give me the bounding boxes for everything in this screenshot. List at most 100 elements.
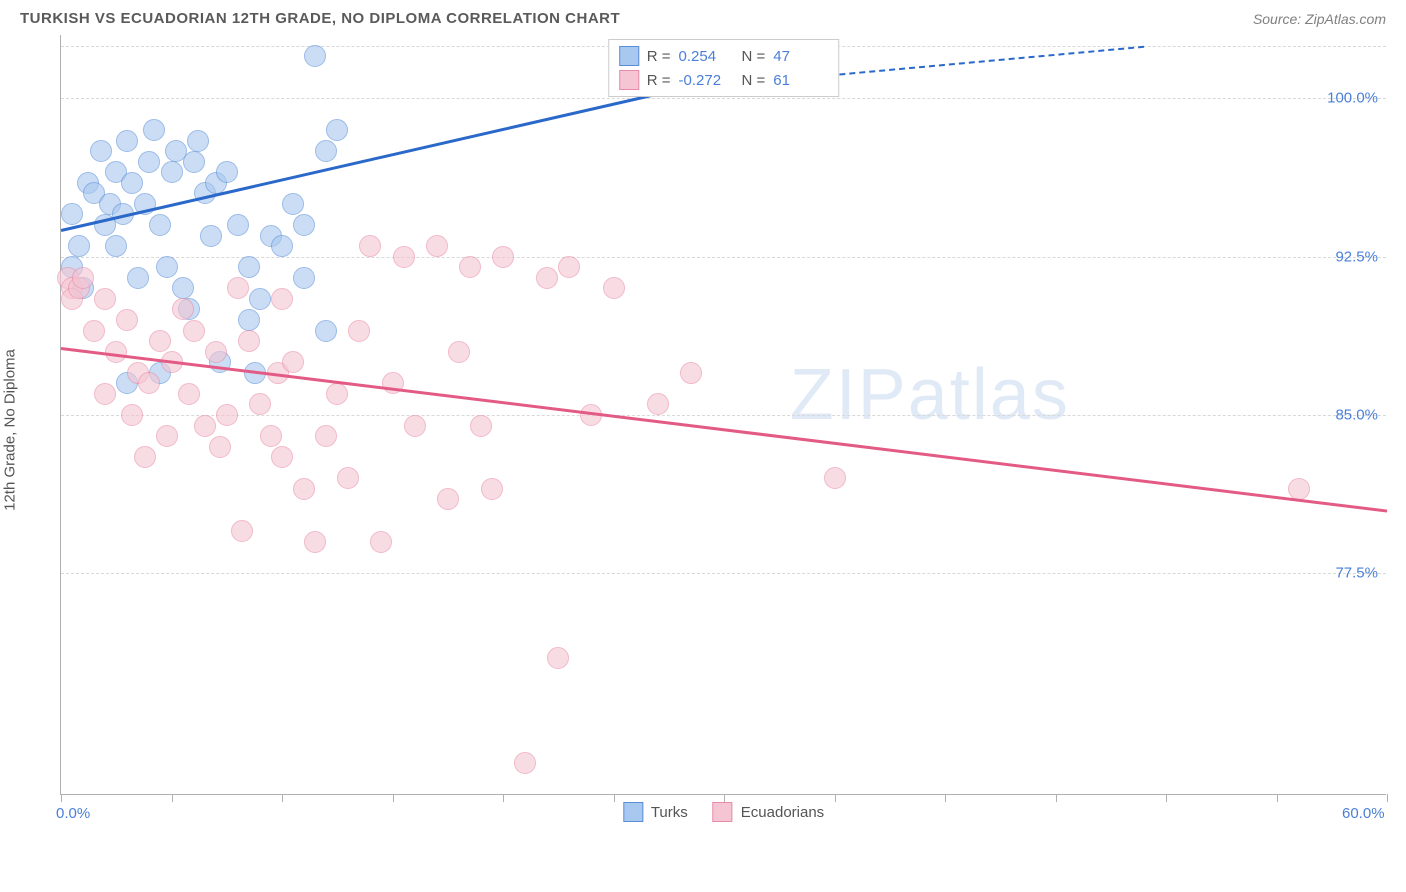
scatter-point	[293, 478, 315, 500]
scatter-point	[149, 330, 171, 352]
scatter-point	[72, 267, 94, 289]
scatter-point	[437, 488, 459, 510]
x-tick	[61, 794, 62, 802]
scatter-point	[238, 256, 260, 278]
scatter-point	[134, 446, 156, 468]
x-tick	[724, 794, 725, 802]
legend-n-value: 47	[773, 48, 828, 65]
x-tick	[282, 794, 283, 802]
scatter-point	[260, 425, 282, 447]
legend-n-value: 61	[773, 72, 828, 89]
legend-r-label: R =	[647, 72, 671, 89]
y-tick-label: 85.0%	[1335, 407, 1378, 424]
legend-label: Ecuadorians	[741, 804, 824, 821]
legend-label: Turks	[651, 804, 688, 821]
scatter-point	[121, 404, 143, 426]
scatter-point	[492, 246, 514, 268]
x-tick	[1387, 794, 1388, 802]
scatter-point	[359, 235, 381, 257]
gridline	[61, 98, 1386, 99]
scatter-point	[404, 415, 426, 437]
scatter-point	[514, 752, 536, 774]
bottom-legend-item: Turks	[623, 802, 688, 822]
stat-legend-row: R = 0.254 N = 47	[619, 44, 829, 68]
legend-r-label: R =	[647, 48, 671, 65]
scatter-point	[138, 151, 160, 173]
scatter-point	[326, 119, 348, 141]
legend-swatch	[619, 70, 639, 90]
y-tick-label: 77.5%	[1335, 565, 1378, 582]
x-tick-label: 60.0%	[1342, 805, 1385, 822]
trend-line	[61, 347, 1387, 512]
y-axis-label: 12th Grade, No Diploma	[2, 349, 19, 511]
scatter-point	[227, 214, 249, 236]
scatter-point	[315, 425, 337, 447]
scatter-point	[326, 383, 348, 405]
scatter-point	[249, 288, 271, 310]
scatter-point	[315, 140, 337, 162]
watermark: ZIPatlas	[790, 354, 1070, 436]
scatter-point	[647, 393, 669, 415]
x-tick	[1056, 794, 1057, 802]
scatter-point	[94, 383, 116, 405]
scatter-point	[105, 235, 127, 257]
scatter-point	[216, 404, 238, 426]
scatter-point	[824, 467, 846, 489]
legend-r-value: 0.254	[679, 48, 734, 65]
scatter-point	[149, 214, 171, 236]
chart-source: Source: ZipAtlas.com	[1253, 11, 1386, 27]
x-tick	[835, 794, 836, 802]
bottom-legend-item: Ecuadorians	[713, 802, 824, 822]
scatter-point	[315, 320, 337, 342]
scatter-point	[271, 288, 293, 310]
scatter-point	[282, 351, 304, 373]
scatter-point	[231, 520, 253, 542]
scatter-point	[172, 298, 194, 320]
scatter-point	[481, 478, 503, 500]
scatter-point	[172, 277, 194, 299]
scatter-point	[558, 256, 580, 278]
scatter-point	[293, 214, 315, 236]
plot-box: ZIPatlas 77.5%85.0%92.5%100.0%0.0%60.0%R…	[60, 35, 1386, 795]
scatter-point	[183, 320, 205, 342]
scatter-point	[227, 277, 249, 299]
chart-title: TURKISH VS ECUADORIAN 12TH GRADE, NO DIP…	[20, 10, 620, 27]
scatter-point	[448, 341, 470, 363]
scatter-point	[194, 415, 216, 437]
scatter-point	[603, 277, 625, 299]
scatter-point	[116, 309, 138, 331]
scatter-point	[143, 119, 165, 141]
scatter-point	[1288, 478, 1310, 500]
scatter-point	[161, 161, 183, 183]
scatter-point	[459, 256, 481, 278]
scatter-point	[83, 320, 105, 342]
scatter-point	[121, 172, 143, 194]
chart-container: TURKISH VS ECUADORIAN 12TH GRADE, NO DIP…	[10, 10, 1396, 882]
x-tick	[945, 794, 946, 802]
scatter-point	[183, 151, 205, 173]
scatter-point	[156, 256, 178, 278]
x-tick	[503, 794, 504, 802]
gridline	[61, 257, 1386, 258]
bottom-legend: Turks Ecuadorians	[623, 802, 824, 822]
scatter-point	[249, 393, 271, 415]
legend-swatch	[713, 802, 733, 822]
scatter-point	[337, 467, 359, 489]
legend-swatch	[619, 46, 639, 66]
scatter-point	[209, 436, 231, 458]
legend-r-value: -0.272	[679, 72, 734, 89]
stat-legend: R =0.254N =47R =-0.272N =61	[608, 39, 840, 97]
scatter-point	[470, 415, 492, 437]
scatter-point	[293, 267, 315, 289]
scatter-point	[61, 203, 83, 225]
scatter-point	[680, 362, 702, 384]
stat-legend-row: R =-0.272N =61	[619, 68, 829, 92]
legend-n-label: N =	[742, 48, 766, 65]
chart-area: 12th Grade, No Diploma ZIPatlas 77.5%85.…	[20, 35, 1386, 825]
scatter-point	[138, 372, 160, 394]
scatter-point	[127, 267, 149, 289]
x-tick	[172, 794, 173, 802]
scatter-point	[304, 531, 326, 553]
x-tick	[393, 794, 394, 802]
y-tick-label: 92.5%	[1335, 248, 1378, 265]
